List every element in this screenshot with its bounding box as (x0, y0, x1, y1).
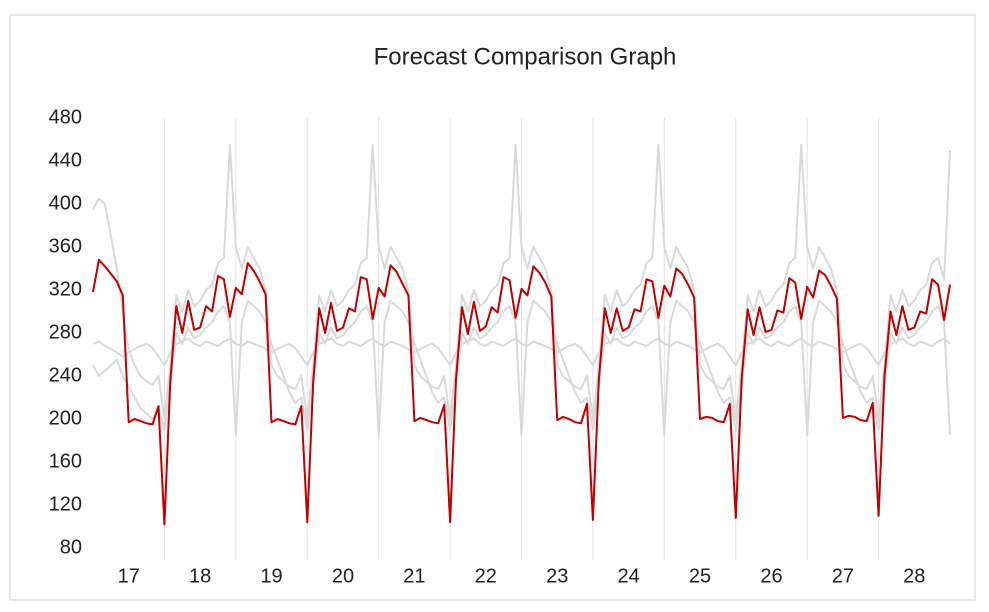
y-tick-label: 240 (49, 364, 82, 386)
x-tick-label: 27 (832, 565, 854, 587)
y-tick-label: 320 (49, 278, 82, 300)
x-tick-label: 25 (689, 565, 711, 587)
series-line (92, 299, 951, 437)
series-line (92, 143, 951, 420)
x-tick-label: 17 (118, 565, 140, 587)
x-tick-label: 18 (189, 565, 211, 587)
y-tick-label: 440 (49, 149, 82, 171)
y-tick-label: 360 (49, 235, 82, 257)
y-tick-label: 160 (49, 450, 82, 472)
x-tick-label: 22 (475, 565, 497, 587)
y-tick-label: 200 (49, 407, 82, 429)
x-tick-label: 19 (260, 565, 282, 587)
x-tick-label: 21 (403, 565, 425, 587)
x-tick-label: 26 (760, 565, 782, 587)
y-tick-label: 400 (49, 192, 82, 214)
x-tick-label: 23 (546, 565, 568, 587)
y-tick-label: 120 (49, 493, 82, 515)
series-line (92, 337, 951, 367)
chart-title: Forecast Comparison Graph (374, 43, 677, 70)
y-tick-label: 480 (49, 106, 82, 128)
x-tick-label: 20 (332, 565, 354, 587)
y-tick-label: 80 (60, 536, 82, 558)
series-line (92, 258, 951, 526)
x-tick-label: 24 (618, 565, 640, 587)
x-tick-label: 28 (903, 565, 925, 587)
y-tick-label: 280 (49, 321, 82, 343)
